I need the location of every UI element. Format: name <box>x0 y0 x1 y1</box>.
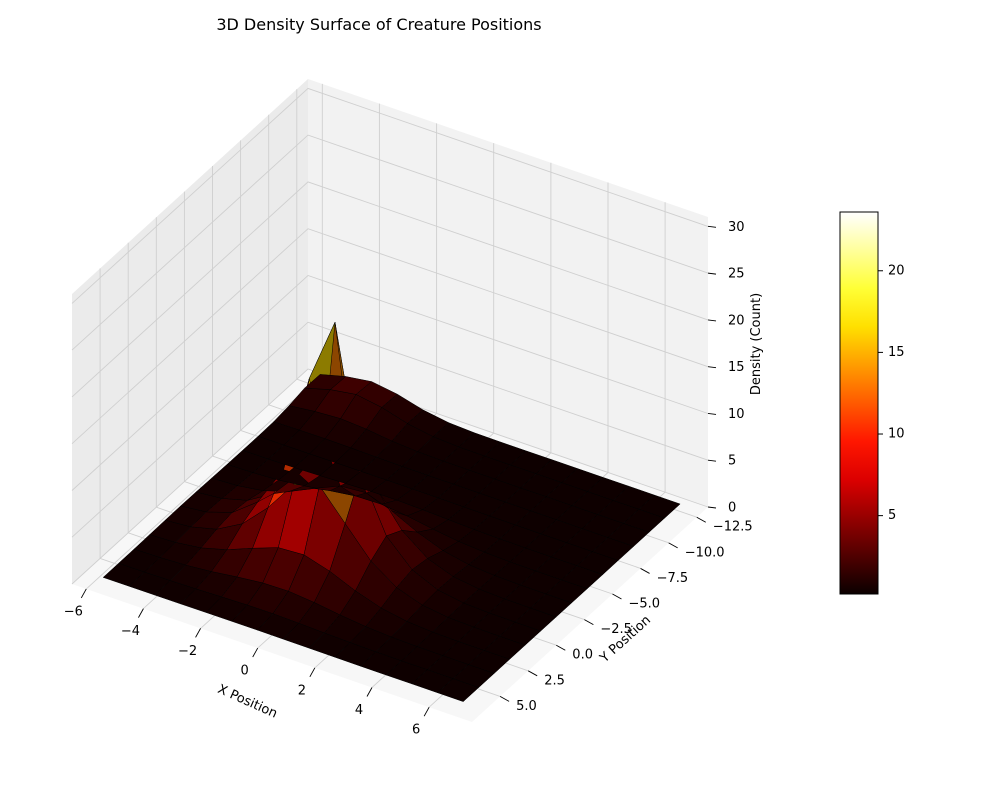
chart-title: 3D Density Surface of Creature Positions <box>216 15 541 34</box>
y-tick-label: −5.0 <box>629 597 661 612</box>
z-tick-label: 5 <box>728 454 736 469</box>
x-tick-label: −4 <box>121 624 140 639</box>
z-tick-label: 0 <box>728 501 736 516</box>
grid-line-z <box>71 321 709 538</box>
z-tick-mark <box>707 459 717 462</box>
y-tick-mark <box>612 593 622 600</box>
axis-ticks: −6 −4 −2 0 2 4 6 −12.5 −10.0 −7.5 −5.0 −2.5 0.0 2.5 5.… <box>64 220 753 738</box>
x-tick-label: 4 <box>355 703 363 718</box>
z-tick-mark <box>707 506 717 509</box>
y-tick-label: −10.0 <box>685 545 725 560</box>
grid-line-z <box>71 134 709 351</box>
x-tick-mark <box>252 647 259 658</box>
pane-back-left <box>72 79 308 584</box>
grid-line-z <box>71 181 709 398</box>
y-tick-mark <box>668 542 678 549</box>
x-tick-mark <box>309 667 316 678</box>
z-tick-mark <box>707 366 717 369</box>
y-tick-mark <box>696 516 706 523</box>
x-tick-mark <box>80 588 87 599</box>
z-tick-mark <box>707 319 717 322</box>
z-tick-label: 20 <box>728 313 745 328</box>
y-tick-label: −2.5 <box>600 622 632 637</box>
colorbar-bar <box>839 211 879 595</box>
x-tick-label: −6 <box>64 604 83 619</box>
grid-line-z <box>71 228 709 445</box>
x-tick-label: 0 <box>241 664 249 679</box>
x-tick-mark <box>195 628 201 638</box>
y-tick-mark <box>556 644 566 651</box>
z-tick-mark <box>707 413 717 415</box>
z-tick-label: 25 <box>728 267 745 282</box>
y-tick-label: −7.5 <box>657 571 689 586</box>
z-axis-label: Density (Count) <box>749 293 764 395</box>
x-tick-label: 6 <box>412 723 420 738</box>
y-tick-mark <box>584 619 594 626</box>
density-surface <box>102 322 681 702</box>
y-tick-mark <box>499 696 510 702</box>
x-axis-label: X Position <box>215 682 279 722</box>
colorbar-tick-label: 15 <box>888 345 905 360</box>
y-tick-mark <box>527 670 538 677</box>
y-tick-label: 5.0 <box>516 699 537 714</box>
colorbar: 5 10 15 20 <box>839 211 905 595</box>
x-tick-label: −2 <box>178 644 197 659</box>
y-tick-label: 2.5 <box>544 673 565 688</box>
x-tick-mark <box>366 687 373 697</box>
colorbar-tick-label: 20 <box>888 263 905 278</box>
y-tick-label: −12.5 <box>713 520 753 535</box>
z-tick-mark <box>707 225 717 228</box>
z-tick-label: 15 <box>728 360 745 375</box>
y-tick-mark <box>640 568 650 574</box>
grid-line-z <box>71 87 709 304</box>
grid-line-z <box>71 274 709 491</box>
z-tick-label: 30 <box>728 220 745 235</box>
x-tick-label: 2 <box>298 683 306 698</box>
x-tick-mark <box>423 706 430 717</box>
y-axis-label: Y Position <box>597 613 654 667</box>
surface-face <box>638 494 681 519</box>
x-tick-mark <box>138 608 144 618</box>
z-tick-label: 10 <box>728 407 745 422</box>
grid-line-z <box>71 368 709 585</box>
z-tick-mark <box>707 272 717 275</box>
colorbar-tick-label: 5 <box>888 508 896 523</box>
colorbar-tick-label: 10 <box>888 427 905 442</box>
y-tick-label: 0.0 <box>572 648 593 663</box>
